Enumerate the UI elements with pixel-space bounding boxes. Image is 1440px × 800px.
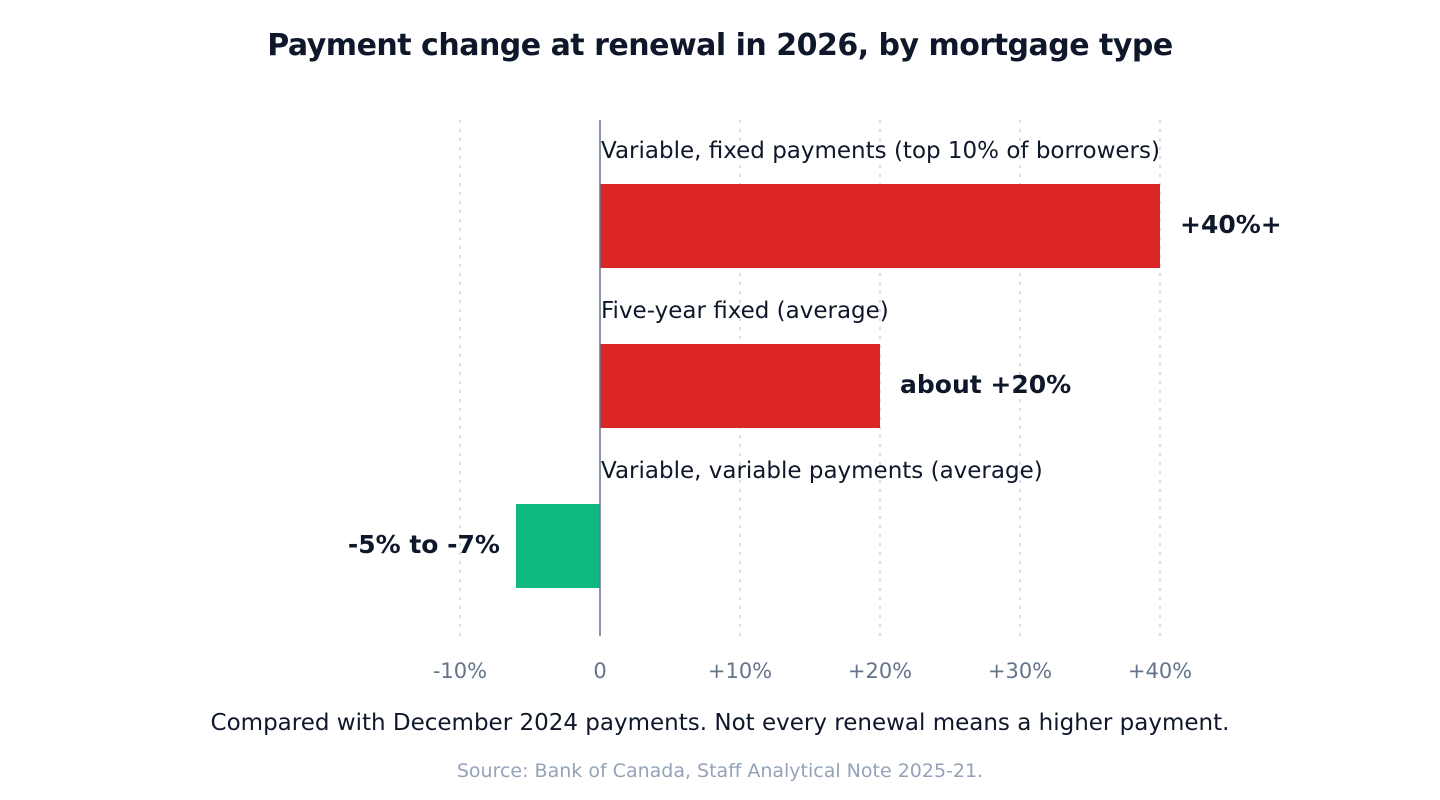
value-labels: +40%+ about +20% -5% to -7% [348, 210, 1282, 559]
category-labels: Variable, fixed payments (top 10% of bor… [601, 138, 1160, 484]
value-label: about +20% [900, 370, 1071, 399]
category-label: Five-year fixed (average) [601, 298, 889, 324]
chart-note: Compared with December 2024 payments. No… [210, 710, 1230, 736]
x-tick-label: +40% [1128, 659, 1192, 683]
chart-source: Source: Bank of Canada, Staff Analytical… [456, 760, 984, 782]
x-axis-ticks: -10% 0 +10% +20% +30% +40% [433, 659, 1192, 683]
x-tick-label: +20% [848, 659, 912, 683]
x-tick-label: +10% [708, 659, 772, 683]
value-label: +40%+ [1180, 210, 1282, 239]
bar [600, 344, 880, 428]
x-tick-label: +30% [988, 659, 1052, 683]
bars [516, 184, 1160, 588]
x-tick-label: -10% [433, 659, 487, 683]
category-label: Variable, fixed payments (top 10% of bor… [601, 138, 1160, 164]
value-label: -5% to -7% [348, 530, 500, 559]
category-label: Variable, variable payments (average) [601, 458, 1043, 484]
bar [600, 184, 1160, 268]
x-tick-label: 0 [593, 659, 606, 683]
chart-title: Payment change at renewal in 2026, by mo… [267, 28, 1173, 63]
bar [516, 504, 600, 588]
